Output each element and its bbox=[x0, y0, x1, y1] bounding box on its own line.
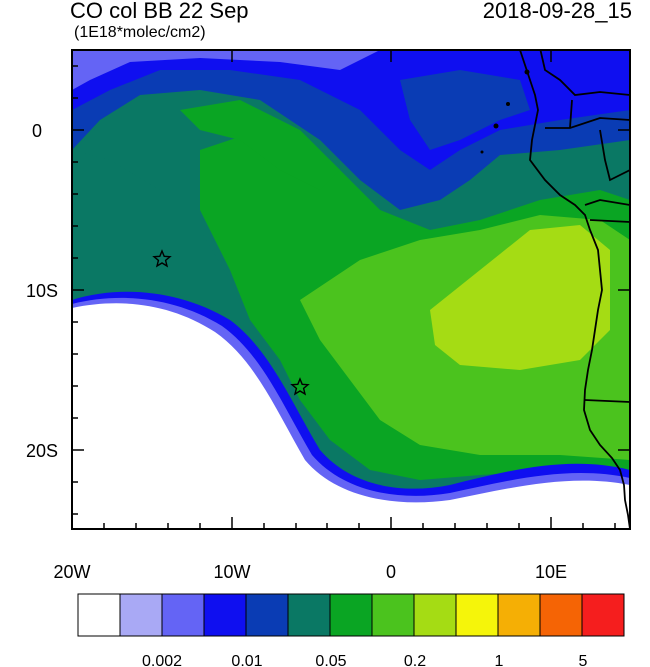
colorbar-swatch bbox=[413, 593, 457, 637]
border-congo bbox=[599, 129, 630, 182]
colorbar-label: 5 bbox=[579, 653, 588, 667]
colorbar-label: 1 bbox=[495, 653, 504, 667]
colorbar-labels: 0.002 0.01 0.05 0.2 1 5 bbox=[142, 653, 588, 667]
field-lightblue bbox=[72, 50, 380, 90]
colorbar-swatch bbox=[203, 593, 247, 637]
border-west-africa bbox=[520, 50, 630, 96]
border-namibia bbox=[584, 399, 630, 403]
y-tick-label: 0 bbox=[32, 121, 42, 141]
colorbar-label: 0.05 bbox=[315, 653, 346, 667]
island-sao-tome bbox=[493, 123, 499, 129]
colorbar-swatch bbox=[119, 593, 163, 637]
colorbar-swatch bbox=[539, 593, 583, 637]
border-gabon bbox=[545, 117, 630, 129]
map-title: CO col BB 22 Sep bbox=[70, 0, 249, 23]
colorbar-swatch bbox=[161, 593, 205, 637]
co-field bbox=[72, 50, 630, 529]
island-principe bbox=[506, 102, 510, 106]
colorbar-swatch bbox=[245, 593, 289, 637]
y-tick-label: 20S bbox=[26, 441, 58, 461]
island-annobon bbox=[480, 150, 484, 154]
colorbar-swatch bbox=[455, 593, 499, 637]
coastlines bbox=[519, 50, 630, 529]
colorbar-swatch bbox=[77, 593, 121, 637]
timestamp-label: 2018-09-28_15 bbox=[482, 0, 632, 23]
colorbar-swatch bbox=[287, 593, 331, 637]
field-green-streak bbox=[180, 100, 340, 190]
axis-ticks bbox=[71, 50, 630, 529]
island-bioko bbox=[524, 69, 530, 75]
x-tick-label: 20W bbox=[53, 562, 90, 582]
star-marker bbox=[152, 249, 172, 268]
field-white-region bbox=[72, 303, 630, 529]
star-markers bbox=[152, 249, 310, 396]
colorbar-swatch bbox=[581, 593, 625, 637]
border-drc bbox=[589, 219, 630, 223]
x-tick-label: 10W bbox=[213, 562, 250, 582]
colorbar-label: 0.01 bbox=[231, 653, 262, 667]
border-cabinda bbox=[584, 199, 630, 206]
islands bbox=[480, 69, 530, 154]
x-tick-label: 0 bbox=[386, 562, 396, 582]
units-label: (1E18*molec/cm2) bbox=[74, 24, 206, 41]
colorbar-swatch bbox=[371, 593, 415, 637]
colorbar-label: 0.2 bbox=[404, 653, 426, 667]
colorbar bbox=[77, 593, 625, 637]
colorbar-label: 0.002 bbox=[142, 653, 182, 667]
star-marker bbox=[290, 377, 310, 396]
colorbar-swatch bbox=[329, 593, 373, 637]
y-tick-label: 10S bbox=[26, 281, 58, 301]
field-blue-patch bbox=[400, 70, 530, 150]
african-coastline bbox=[519, 50, 630, 529]
x-tick-label: 10E bbox=[535, 562, 567, 582]
border-eq-guinea bbox=[569, 99, 573, 129]
colorbar-swatch bbox=[497, 593, 541, 637]
field-yellowgreen bbox=[430, 225, 610, 370]
